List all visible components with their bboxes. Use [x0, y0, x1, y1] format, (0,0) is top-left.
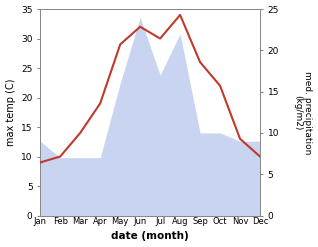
Y-axis label: med. precipitation
(kg/m2): med. precipitation (kg/m2) [293, 71, 313, 154]
Y-axis label: max temp (C): max temp (C) [5, 79, 16, 146]
X-axis label: date (month): date (month) [111, 231, 189, 242]
